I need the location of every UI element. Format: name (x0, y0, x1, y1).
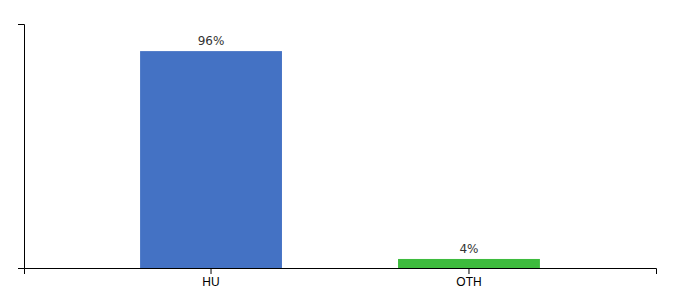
bar (398, 259, 540, 268)
x-tick-label: HU (202, 275, 219, 289)
bars (140, 51, 540, 268)
x-tick: OTH (456, 268, 481, 289)
x-tick-mark (211, 268, 212, 274)
x-tick-mark (468, 268, 469, 274)
plot: HU OTH 96% 4% (18, 25, 657, 289)
x-axis: HU OTH (25, 268, 657, 289)
x-axis-line (25, 269, 657, 275)
data-label: 4% (459, 242, 478, 256)
data-labels: 96% 4% (198, 34, 479, 256)
y-axis-line (18, 25, 25, 269)
bar (140, 51, 282, 268)
y-axis (18, 25, 25, 269)
x-tick: HU (202, 268, 219, 289)
chart: HU OTH 96% 4% (0, 0, 680, 300)
x-tick-label: OTH (456, 275, 481, 289)
data-label: 96% (198, 34, 225, 48)
